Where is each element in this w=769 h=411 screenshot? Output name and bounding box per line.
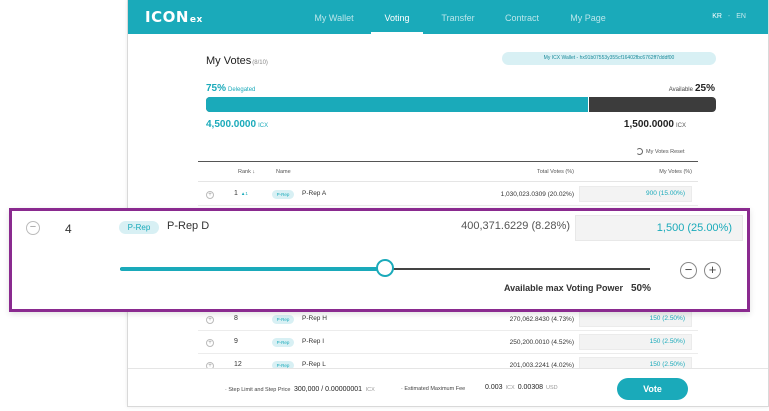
prep-tag: P-Rep (272, 338, 294, 347)
total-votes-cell: 1,030,023.0309 (20.02%) (500, 191, 574, 198)
lang-en[interactable]: EN (736, 13, 746, 20)
slider-fill (120, 267, 385, 271)
prep-name[interactable]: P-Rep I (302, 338, 325, 345)
step-limit-label: · Step Limit and Step Price (225, 387, 291, 393)
nav-my-page[interactable]: My Page (570, 13, 606, 23)
available-max-percent: 50% (630, 283, 651, 294)
nav-voting[interactable]: Voting (371, 0, 423, 34)
my-votes-reset-button[interactable]: My Votes Reset (636, 148, 685, 155)
delegated-amount: 4,500.0000 ICX (206, 119, 268, 130)
expanded-rank: 4 (65, 222, 72, 236)
available-max-label: Available max Voting Power (503, 283, 623, 293)
prep-tag: P-Rep (272, 190, 294, 199)
rank-change: ▲1 (240, 191, 248, 196)
rank-cell: 8 (234, 315, 238, 322)
rank-value: 1 (234, 190, 238, 197)
fee-usd-unit: USD (546, 385, 558, 391)
prep-tag: P-Rep (272, 315, 294, 324)
estimated-fee-label: · Estimated Maximum Fee (401, 386, 466, 392)
vote-count: (8/10) (252, 60, 268, 66)
delegation-progress-fill (206, 97, 589, 112)
decrease-button[interactable]: − (680, 262, 697, 279)
total-votes-header: Total Votes (%) (537, 169, 574, 175)
page-title: My Votes(8/10) (206, 55, 268, 67)
my-votes-header: My Votes (%) (659, 169, 692, 175)
name-header: Name (276, 169, 291, 175)
icon-ex-logo[interactable]: ICONex (145, 8, 203, 26)
slider-thumb[interactable] (376, 259, 394, 277)
voting-power-slider[interactable] (120, 259, 650, 277)
sort-arrow-icon: ↓ (252, 169, 256, 175)
available-amount-unit: ICX (675, 123, 686, 129)
rank-cell: 9 (234, 338, 238, 345)
available-percent: Available 25% (609, 83, 715, 94)
expand-row-icon[interactable]: + (206, 316, 214, 324)
language-switcher: KR - EN (712, 13, 746, 20)
step-limit-info: · Step Limit and Step Price 300,000 / 0.… (225, 386, 375, 393)
delegation-progress-bar (206, 97, 716, 112)
delegated-amount-unit: ICX (258, 123, 269, 129)
total-votes-cell: 270,062.8430 (4.73%) (509, 316, 574, 323)
my-votes-cell[interactable]: 150 (2.50%) (579, 334, 692, 350)
available-label: Available (668, 87, 693, 93)
total-votes-cell: 201,003.2241 (4.02%) (509, 362, 574, 369)
footer-bar: · Step Limit and Step Price 300,000 / 0.… (128, 368, 768, 406)
prep-tag: P-Rep (272, 361, 294, 370)
wallet-address-chip[interactable]: My ICX Wallet - hx91b07553y355cf16402fbc… (502, 52, 716, 65)
nav-transfer[interactable]: Transfer (441, 13, 475, 23)
table-row[interactable]: +9 P-Rep P-Rep I 250,200.0010 (4.52%) 150 (2… (198, 331, 698, 354)
rank-cell: 1 ▲1 (234, 190, 248, 197)
table-row[interactable]: +1 ▲1 P-Rep P-Rep A 1,030,023.0309 (20.02%) 9… (198, 183, 698, 206)
main-nav: My Wallet Voting Transfer Contract My Page (303, 0, 625, 34)
available-percent-value: 25% (694, 83, 715, 94)
fee-icx-value: 0.003 (485, 384, 503, 391)
expanded-total-votes: 400,371.6229 (8.28%) (461, 220, 570, 232)
delegated-percent-value: 75% (206, 83, 227, 94)
expanded-prep-row-highlight: − 4 P-Rep P-Rep D 400,371.6229 (8.28%) 1… (9, 208, 750, 312)
rank-value: 12 (234, 361, 242, 368)
prep-name[interactable]: P-Rep L (302, 361, 326, 368)
delegated-amount-value: 4,500.0000 (206, 119, 257, 130)
nav-my-wallet[interactable]: My Wallet (314, 13, 354, 23)
rank-value: 8 (234, 315, 238, 322)
prep-name[interactable]: P-Rep A (302, 190, 327, 197)
lang-separator: - (727, 13, 731, 20)
step-limit-unit: ICX (365, 387, 375, 393)
estimated-fee-values: 0.003 ICX 0.00308 USD (485, 384, 561, 391)
available-amount-value: 1,500.0000 (623, 119, 674, 130)
expand-row-icon[interactable]: + (206, 339, 214, 347)
lang-kr[interactable]: KR (712, 13, 722, 20)
rank-header-label: Rank (238, 169, 251, 175)
my-votes-input[interactable]: 1,500 (25.00%) (575, 215, 743, 241)
expanded-prep-tag: P-Rep (119, 221, 159, 234)
app-window: ICONex My Wallet Voting Transfer Contract My… (127, 0, 769, 407)
rank-value: 9 (234, 338, 238, 345)
reset-label: My Votes Reset (646, 148, 685, 155)
rank-header[interactable]: Rank ↓ (238, 169, 255, 175)
fee-usd-value: 0.00308 (517, 384, 544, 391)
vote-button[interactable]: Vote (617, 378, 688, 400)
prep-name[interactable]: P-Rep H (302, 315, 327, 322)
delegated-label: Delegated (228, 87, 256, 93)
total-votes-cell: 250,200.0010 (4.52%) (509, 339, 574, 346)
nav-contract[interactable]: Contract (504, 13, 539, 23)
logo-text: ICON (145, 8, 189, 26)
available-amount: 1,500.0000 ICX (568, 119, 686, 130)
collapse-row-button[interactable]: − (26, 221, 40, 235)
table-header: Rank ↓ Name Total Votes (%) My Votes (%) (198, 161, 698, 182)
fee-icx-unit: ICX (505, 385, 515, 391)
top-navigation-bar: ICONex My Wallet Voting Transfer Contract My… (128, 0, 768, 34)
available-max-voting-power: Available max Voting Power 50% (392, 283, 651, 294)
expand-row-icon[interactable]: + (206, 191, 214, 199)
step-limit-value: 300,000 / 0.00000001 (293, 386, 363, 393)
increase-button[interactable]: + (704, 262, 721, 279)
expanded-prep-name[interactable]: P-Rep D (167, 220, 210, 232)
my-votes-cell[interactable]: 900 (15.00%) (579, 186, 692, 202)
reset-icon (636, 148, 643, 155)
logo-sub-text: ex (189, 15, 203, 25)
my-votes-cell[interactable]: 150 (2.50%) (579, 311, 692, 327)
rank-cell: 12 (234, 361, 242, 368)
delegated-percent: 75% Delegated (206, 83, 255, 94)
page-title-text: My Votes (206, 55, 252, 67)
